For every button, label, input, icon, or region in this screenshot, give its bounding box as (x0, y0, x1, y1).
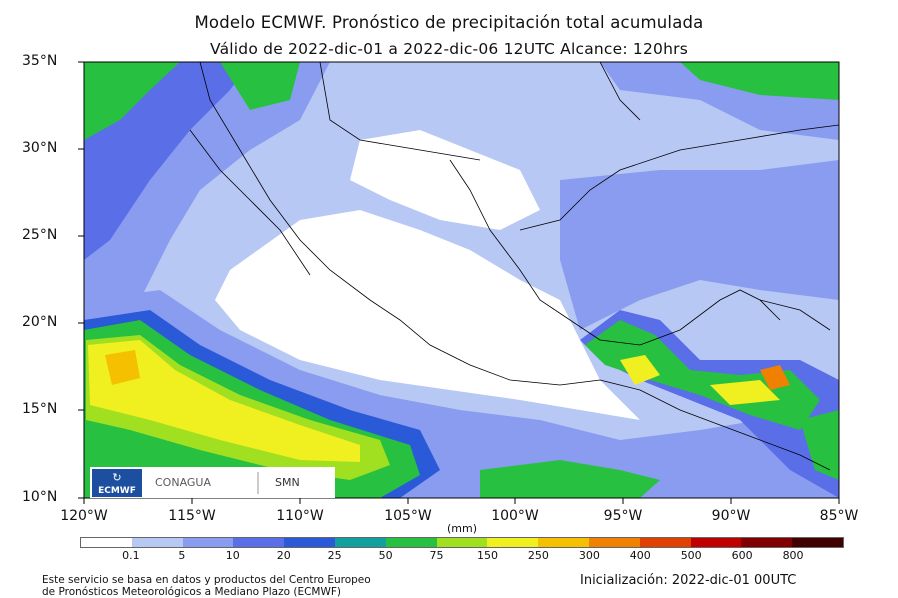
ecmwf-logo (92, 469, 142, 497)
lat-label: 25°N (22, 227, 58, 243)
svg-text:ECMWF: ECMWF (98, 486, 136, 496)
colorbar-tick-label: 25 (327, 549, 342, 562)
smn-logo: SMN (275, 476, 300, 489)
precip-dry-area (215, 210, 640, 420)
axis-ticks (78, 61, 840, 504)
colorbar-segment (436, 538, 488, 547)
colorbar (80, 537, 844, 548)
conagua-logo: CONAGUA (155, 476, 211, 489)
colorbar-tick-label: 400 (629, 549, 651, 562)
lat-label: 15°N (22, 401, 58, 417)
footer-line: de Pronósticos Meteorológicos a Mediano … (42, 586, 341, 598)
colorbar-segment (385, 538, 437, 547)
colorbar-segment (81, 538, 132, 547)
lon-label: 90°W (711, 508, 751, 524)
colorbar-tick-label: 300 (578, 549, 600, 562)
units-label: (mm) (447, 522, 478, 535)
lon-label: 110°W (276, 508, 324, 524)
colorbar-segment (131, 538, 183, 547)
colorbar-tick-label: 500 (680, 549, 702, 562)
lat-label: 30°N (22, 140, 58, 156)
lat-label: 20°N (22, 314, 58, 330)
lat-label: 35°N (22, 53, 58, 69)
logos-panel: ECMWF ↻ CONAGUA SMN (90, 467, 335, 498)
colorbar-tick-label: 5 (178, 549, 186, 562)
colorbar-segment (741, 538, 793, 547)
colorbar-tick-label: 600 (731, 549, 753, 562)
colorbar-tick-label: 150 (476, 549, 498, 562)
colorbar-tick-label: 800 (782, 549, 804, 562)
coastlines (189, 62, 839, 471)
colorbar-segment (639, 538, 691, 547)
colorbar-segment (690, 538, 742, 547)
colorbar-tick-label: 0.1 (122, 549, 140, 562)
initialization-label: Inicialización: 2022-dic-01 00UTC (580, 573, 797, 588)
map-title: Modelo ECMWF. Pronóstico de precipitació… (194, 13, 704, 32)
colorbar-segment (487, 538, 539, 547)
colorbar-segment (334, 538, 386, 547)
colorbar-segment (284, 538, 335, 547)
lon-label: 85°W (819, 508, 859, 524)
lat-label: 10°N (22, 489, 58, 505)
colorbar-tick-label: 10 (225, 549, 240, 562)
colorbar-tick-label: 20 (276, 549, 291, 562)
lon-label: 120°W (60, 508, 108, 524)
colorbar-segment (792, 538, 843, 547)
lon-label: 95°W (603, 508, 643, 524)
colorbar-tick-label: 250 (527, 549, 549, 562)
lon-label: 105°W (384, 508, 432, 524)
lon-label: 100°W (491, 508, 539, 524)
colorbar-segment (538, 538, 589, 547)
lon-label: 115°W (168, 508, 216, 524)
colorbar-segment (588, 538, 640, 547)
precip-max-area (105, 350, 140, 385)
svg-text:↻: ↻ (112, 471, 121, 484)
colorbar-segment (233, 538, 285, 547)
colorbar-tick-label: 50 (378, 549, 393, 562)
footer-line: Este servicio se basa en datos y product… (42, 574, 371, 586)
colorbar-tick-label: 75 (429, 549, 444, 562)
map-subtitle: Válido de 2022-dic-01 a 2022-dic-06 12UT… (210, 40, 688, 58)
colorbar-segment (182, 538, 234, 547)
footer-credit: Este servicio se basa en datos y product… (42, 574, 371, 598)
